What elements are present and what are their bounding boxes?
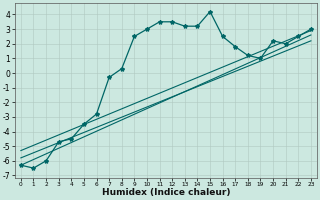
X-axis label: Humidex (Indice chaleur): Humidex (Indice chaleur) bbox=[102, 188, 230, 197]
